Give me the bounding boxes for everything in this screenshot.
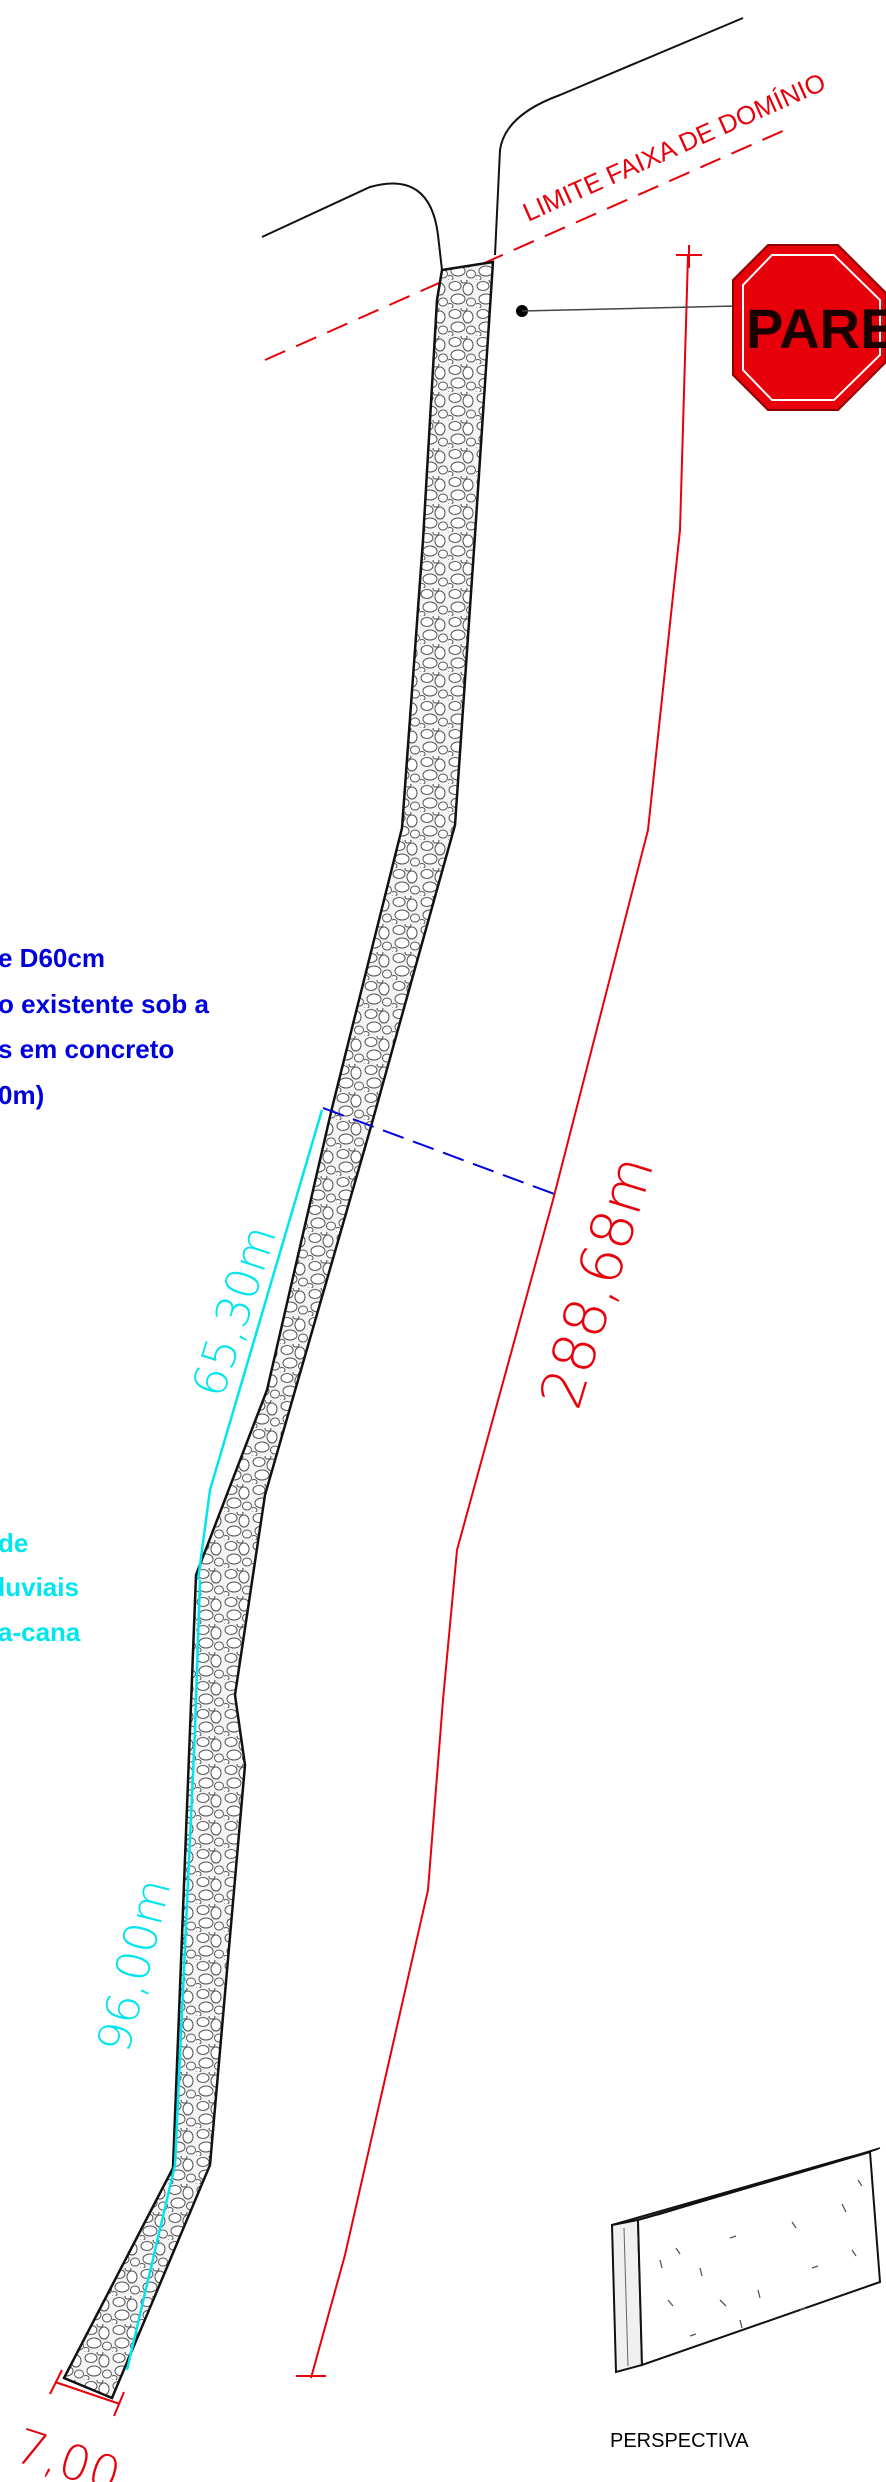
dim-width-label: 7,00 bbox=[8, 2418, 127, 2482]
width-dim-line bbox=[54, 2381, 121, 2405]
dim-total-label: 288,68m bbox=[526, 1148, 667, 1416]
width-tick-left bbox=[49, 2369, 63, 2395]
curb-end-face bbox=[610, 2218, 644, 2374]
curb-texture bbox=[659, 2179, 863, 2337]
note-blue: e D60cm o existente sob a s em concreto … bbox=[0, 943, 209, 1110]
note-blue-line-4: 0m) bbox=[0, 1080, 44, 1110]
red-alignment-line bbox=[310, 254, 689, 2379]
width-tick-right bbox=[113, 2391, 125, 2417]
road-edge-left bbox=[261, 182, 443, 271]
note-cyan-line-1: de bbox=[0, 1528, 28, 1558]
gravel-strip bbox=[62, 260, 495, 2400]
note-cyan-line-3: a-cana bbox=[0, 1617, 81, 1647]
cyan-line-lower bbox=[125, 1579, 202, 2371]
culvert-dashed-line bbox=[322, 1107, 558, 1196]
sign-leader-line bbox=[521, 305, 736, 312]
note-cyan-line-2: luviais bbox=[0, 1572, 79, 1602]
note-blue-line-1: e D60cm bbox=[0, 943, 105, 973]
cyan-line-upper bbox=[196, 1109, 324, 1581]
note-blue-line-3: s em concreto bbox=[0, 1034, 174, 1064]
note-cyan: de luviais a-cana bbox=[0, 1528, 81, 1647]
perspective-label: PERSPECTIVA bbox=[610, 2430, 749, 2452]
curb-perspective bbox=[610, 2147, 882, 2374]
limit-dashed-line bbox=[264, 129, 786, 361]
note-blue-line-2: o existente sob a bbox=[0, 989, 209, 1019]
dim-lower-label: 96,00m bbox=[86, 1873, 181, 2057]
stop-sign: PARE bbox=[732, 244, 886, 411]
stop-sign-text: PARE bbox=[746, 297, 886, 360]
limit-label: LIMITE FAIXA DE DOMÍNIO bbox=[518, 67, 830, 228]
road-edge-right bbox=[494, 17, 744, 256]
